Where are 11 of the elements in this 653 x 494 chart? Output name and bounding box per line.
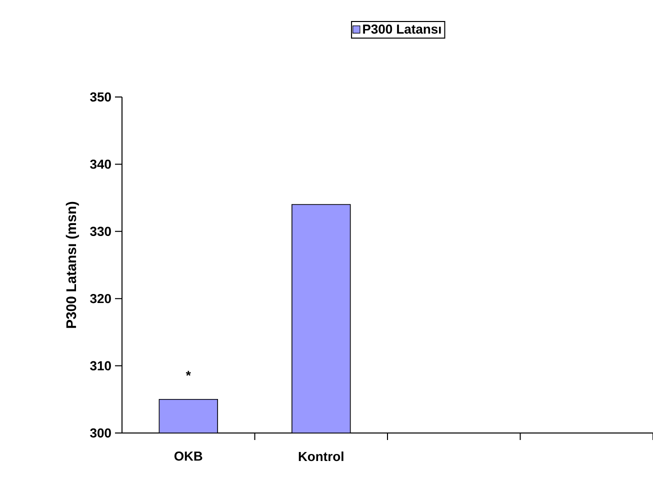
y-tick-label: 320 (90, 294, 111, 304)
y-tick-label: 350 (90, 92, 111, 102)
y-tick-label: 310 (90, 361, 111, 370)
y-tick-label: 300 (90, 428, 111, 438)
x-tick-label: OKB (174, 452, 202, 461)
y-axis-title: P300 Latansı (msn) (66, 202, 79, 328)
x-tick-label: Kontrol (298, 452, 344, 462)
y-tick-label: 330 (90, 226, 111, 236)
annotation: * (186, 370, 191, 376)
legend-label: P300 Latansı (363, 24, 441, 34)
y-tick-label: 340 (90, 160, 111, 169)
